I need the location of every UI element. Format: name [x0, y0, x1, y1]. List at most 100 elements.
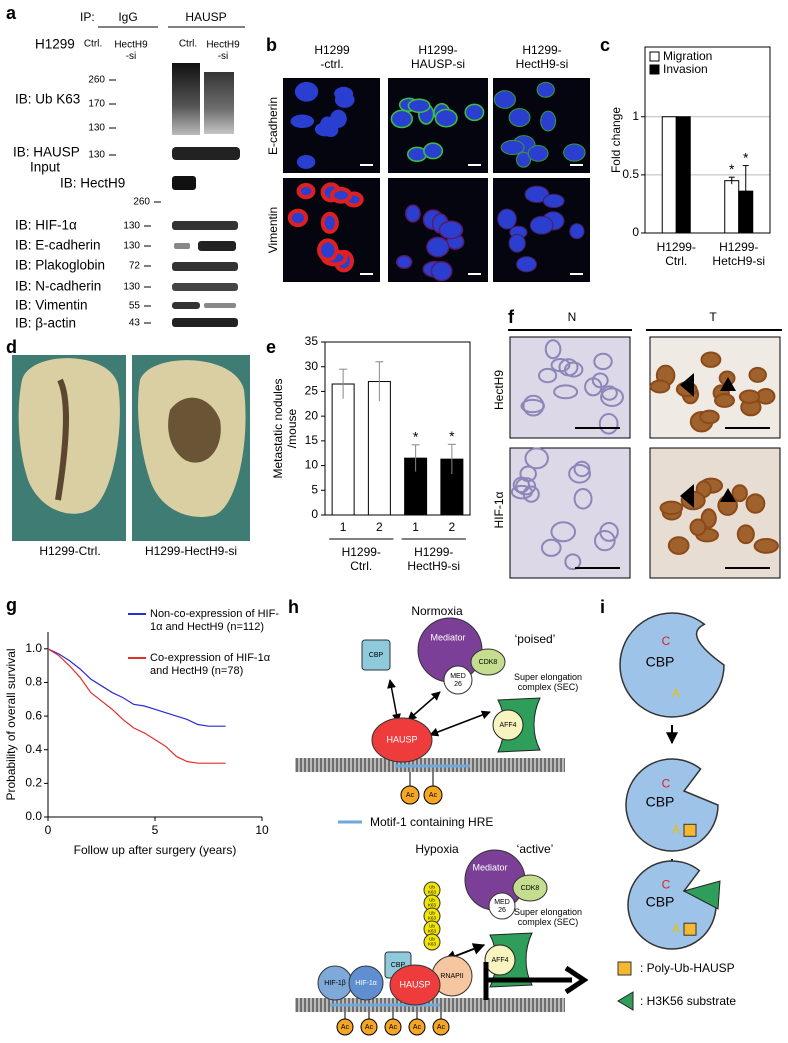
med26-label: MED 26: [450, 673, 466, 688]
hif1b-label: HIF-1β: [324, 980, 346, 987]
legend-label: Motif-1 containing HRE: [370, 815, 493, 829]
arrowhead: [720, 488, 736, 502]
lane-label: HectH9 -si: [206, 39, 240, 62]
cell: [568, 463, 591, 484]
bar: [724, 180, 740, 234]
cell: [330, 186, 353, 204]
cell: [550, 357, 571, 373]
row-label: HIF-1α: [492, 491, 506, 528]
ip-group: IgG: [118, 10, 137, 24]
text-line: H1299-: [522, 43, 561, 57]
y-tick-label: 0.8: [25, 675, 42, 689]
blot-band: [172, 302, 200, 309]
ac-label: Ac: [365, 1024, 374, 1031]
cell: [438, 220, 464, 240]
cell: [524, 447, 549, 470]
text-line: HetcH9-si: [712, 254, 765, 268]
text-line: H1299-: [418, 43, 457, 57]
ib-label: IB: Plakoglobin: [15, 258, 105, 273]
mw-marker: 130: [88, 150, 105, 161]
ib-label: IB: E-cadherin: [15, 238, 101, 253]
state: ‘active’: [517, 842, 554, 856]
micrographs: [283, 78, 590, 282]
significance: *: [413, 429, 419, 445]
cell: [296, 154, 316, 169]
med26-label: MED 26: [494, 899, 510, 914]
y-tick-label: 10: [305, 458, 319, 472]
ib-label: IB: HAUSP: [13, 145, 80, 160]
cell: [736, 524, 755, 545]
ib-label: IB: N-cadherin: [15, 279, 101, 294]
column-header: H1299 -ctrl.: [314, 43, 350, 71]
cell: [540, 538, 562, 557]
acetyl-group: Ac Ac Ac Ac Ac: [336, 1012, 450, 1036]
y-tick-label: 35: [305, 334, 319, 348]
legend-swatch: [649, 64, 660, 75]
rnapii-label: RNAPII: [440, 973, 463, 980]
cell: [515, 477, 537, 496]
x-tick-label: 0: [45, 823, 52, 837]
mw-marker: 170: [88, 99, 105, 110]
cell: [542, 193, 565, 209]
legend-entry: Co-expression of HIF-1α and HectH9 (n=78…: [150, 652, 270, 677]
arrowhead: [680, 373, 694, 397]
y-axis-label: Probability of overall survival: [4, 648, 18, 800]
cbp-label: CBP: [646, 654, 675, 670]
bar: [661, 116, 677, 234]
cell: [296, 183, 316, 200]
mw-marker: 130: [123, 241, 140, 252]
cell: [516, 256, 538, 273]
acetyl: [408, 1018, 426, 1036]
hausp-label: HAUSP: [399, 979, 430, 989]
cell: [599, 521, 619, 542]
ub-label: Ub K63: [428, 885, 437, 895]
x-axis-label: Follow up after surgery (years): [74, 843, 237, 857]
text-line: K63: [428, 942, 437, 947]
blot-smear: [204, 72, 234, 134]
cell: [600, 387, 624, 407]
y-tick-label: 30: [305, 359, 319, 373]
acetyl: [360, 1018, 378, 1036]
cdk8-label: CDK8: [479, 659, 498, 666]
text-line: 26: [454, 681, 462, 688]
text-line: Ub: [429, 924, 435, 929]
lane-label: HectH9 -si: [114, 39, 148, 62]
text-line: K63: [428, 903, 437, 908]
cell: [508, 108, 531, 127]
text-line: HectH9-si: [407, 559, 460, 573]
blot-band: [204, 303, 236, 308]
ip-group: HAUSP: [185, 10, 226, 24]
arrowhead: [720, 377, 736, 391]
panel-letter: b: [266, 35, 277, 55]
cell: [522, 485, 540, 503]
cell: [290, 114, 315, 129]
text-line: Ub: [429, 898, 435, 903]
cell: [522, 394, 545, 417]
cell: [434, 108, 458, 128]
cell: [317, 238, 339, 262]
significance: *: [743, 149, 749, 165]
bar: [367, 381, 391, 516]
aff4-label: AFF4: [499, 722, 516, 729]
text-line: K63: [428, 916, 437, 921]
cell: [667, 536, 690, 555]
text-line: Metastatic nodules: [271, 378, 285, 478]
text-line: -si: [126, 50, 137, 61]
legend-label: : H3K56 substrate: [640, 994, 736, 1008]
mediator-label: Mediator: [430, 632, 465, 642]
y-tick-label: 0.6: [25, 708, 42, 722]
text-line: HectH9: [114, 39, 148, 50]
x-tick-label: 1: [412, 520, 419, 534]
cell: [540, 110, 557, 132]
aff4-label: AFF4: [491, 957, 508, 964]
panel-letter: f: [508, 307, 515, 327]
cell: [527, 145, 549, 162]
text-line: -ctrl.: [320, 57, 343, 71]
row-label: HectH9: [492, 370, 506, 410]
ac-label: Ac: [406, 792, 415, 799]
row-label: E-cadherin: [266, 97, 280, 155]
cell-line: H1299: [35, 37, 75, 52]
cbp-label: CBP: [646, 894, 675, 910]
